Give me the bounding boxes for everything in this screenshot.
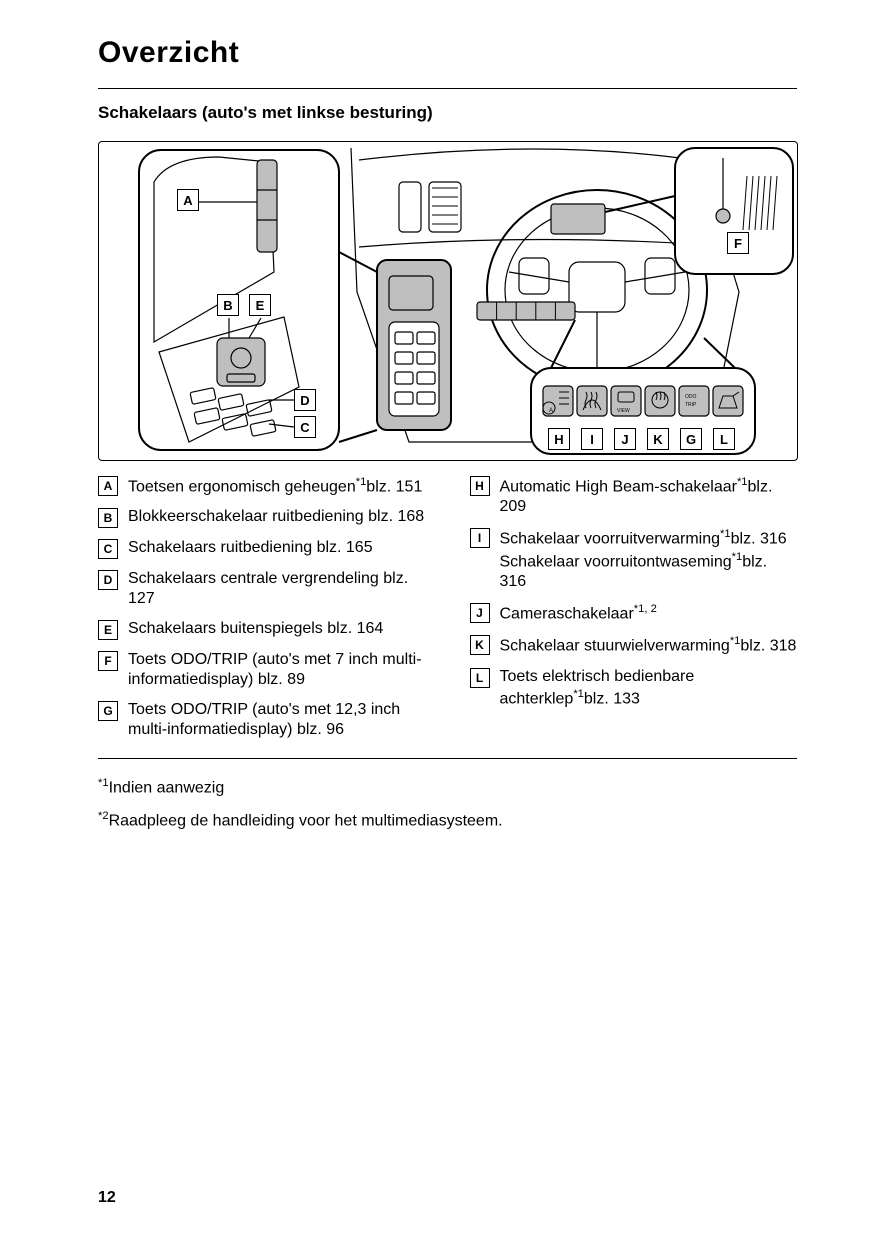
legend-item-a: A Toetsen ergonomisch geheugen*1blz. 151	[98, 475, 426, 497]
legend-text: Toets ODO/TRIP (auto's met 12,3 inch mul…	[128, 700, 426, 740]
callout-c: C	[294, 416, 316, 438]
legend-key: J	[470, 603, 490, 623]
legend-text: Toetsen ergonomisch geheugen*1blz. 151	[128, 475, 426, 497]
callout-f: F	[727, 232, 749, 254]
legend-item-k: K Schakelaar stuurwielverwarming*1blz. 31…	[470, 634, 798, 656]
legend-item-h: H Automatic High Beam-schakelaar*1blz. 20…	[470, 475, 798, 517]
legend-item-c: C Schakelaars ruitbediening blz. 165	[98, 538, 426, 559]
footnote: *1Indien aanwezig	[98, 777, 797, 797]
legend-item-i: I Schakelaar voorruitverwarming*1blz. 316…	[470, 527, 798, 592]
legend-key: L	[470, 668, 490, 688]
legend-text: Toets elektrisch bedienbare achterklep*1…	[500, 667, 798, 709]
legend-item-e: E Schakelaars buitenspiegels blz. 164	[98, 619, 426, 640]
legend: A Toetsen ergonomisch geheugen*1blz. 151 B…	[98, 475, 797, 750]
divider	[98, 758, 797, 759]
legend-text: Schakelaars buitenspiegels blz. 164	[128, 619, 426, 639]
legend-text: Automatic High Beam-schakelaar*1blz. 209	[500, 475, 798, 517]
footnote: *2Raadpleeg de handleiding voor het mult…	[98, 810, 797, 830]
legend-text: Cameraschakelaar*1, 2	[500, 602, 798, 624]
callout-i: I	[581, 428, 603, 450]
legend-left-column: A Toetsen ergonomisch geheugen*1blz. 151 B…	[98, 475, 426, 750]
svg-text:ODO: ODO	[685, 394, 697, 400]
legend-key: G	[98, 701, 118, 721]
callout-h: H	[548, 428, 570, 450]
callout-b: B	[217, 294, 239, 316]
callout-l: L	[713, 428, 735, 450]
manual-page: Overzicht Schakelaars (auto's met linkse…	[0, 0, 875, 1241]
legend-text: Schakelaar voorruitverwarming*1blz. 316 …	[500, 527, 798, 592]
legend-key: H	[470, 476, 490, 496]
legend-item-j: J Cameraschakelaar*1, 2	[470, 602, 798, 624]
switches-diagram: A VIEW ODO TRIP A BE DC F HIJKGL	[98, 141, 798, 461]
section-subtitle: Schakelaars (auto's met linkse besturing…	[98, 103, 797, 123]
legend-key: D	[98, 570, 118, 590]
legend-text: Blokkeerschakelaar ruitbediening blz. 16…	[128, 507, 426, 527]
callout-d: D	[294, 389, 316, 411]
svg-text:TRIP: TRIP	[685, 402, 697, 408]
callout-j: J	[614, 428, 636, 450]
legend-item-d: D Schakelaars centrale vergrendeling blz.…	[98, 569, 426, 609]
legend-key: F	[98, 651, 118, 671]
legend-item-l: L Toets elektrisch bedienbare achterklep*…	[470, 667, 798, 709]
legend-text: Schakelaars ruitbediening blz. 165	[128, 538, 426, 558]
legend-key: K	[470, 635, 490, 655]
legend-item-b: B Blokkeerschakelaar ruitbediening blz. 1…	[98, 507, 426, 528]
legend-right-column: H Automatic High Beam-schakelaar*1blz. 20…	[470, 475, 798, 750]
svg-text:VIEW: VIEW	[617, 408, 630, 414]
callout-g: G	[680, 428, 702, 450]
legend-text: Toets ODO/TRIP (auto's met 7 inch multi-…	[128, 650, 426, 690]
legend-item-f: F Toets ODO/TRIP (auto's met 7 inch multi…	[98, 650, 426, 690]
callout-e: E	[249, 294, 271, 316]
callout-k: K	[647, 428, 669, 450]
legend-text: Schakelaars centrale vergrendeling blz. …	[128, 569, 426, 609]
page-number: 12	[98, 1189, 116, 1207]
legend-text: Schakelaar stuurwielverwarming*1blz. 318	[500, 634, 798, 656]
page-title: Overzicht	[98, 36, 797, 70]
divider	[98, 88, 797, 89]
callout-a: A	[177, 189, 199, 211]
legend-key: I	[470, 528, 490, 548]
legend-key: A	[98, 476, 118, 496]
svg-text:A: A	[549, 408, 553, 414]
legend-key: C	[98, 539, 118, 559]
legend-key: B	[98, 508, 118, 528]
footnotes: *1Indien aanwezig *2Raadpleeg de handleid…	[98, 777, 797, 830]
diagram-svg: A VIEW ODO TRIP	[99, 142, 798, 461]
legend-key: E	[98, 620, 118, 640]
legend-item-g: G Toets ODO/TRIP (auto's met 12,3 inch mu…	[98, 700, 426, 740]
